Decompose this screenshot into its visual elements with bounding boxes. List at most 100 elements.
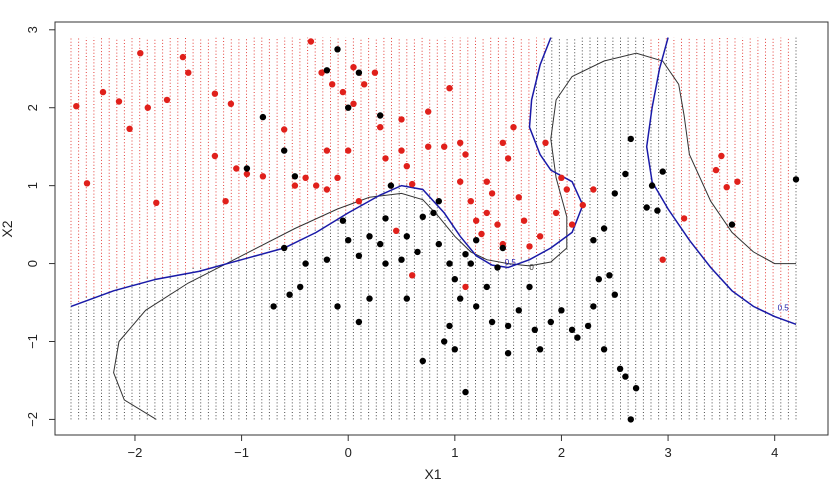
data-point-black [302,260,309,267]
data-point-black [355,69,363,76]
data-point-black [616,365,624,372]
data-point-red [409,180,416,188]
data-point-black [595,276,602,283]
data-points [73,38,800,423]
data-point-red [393,227,400,234]
data-point-red [590,186,597,193]
data-point-black [606,272,613,279]
data-point-red [259,173,267,180]
data-point-black [526,283,533,291]
data-point-red [323,186,331,193]
data-point-red [185,69,192,76]
data-point-red [398,147,405,154]
data-point-black [558,307,565,314]
contour-lines: 0.5 0 0.5 [70,37,797,420]
data-point-red [318,69,325,76]
data-point-black [462,388,469,396]
data-point-red [243,170,251,178]
data-point-red [355,198,363,205]
data-point-red [425,108,432,115]
data-point-red [323,147,331,154]
data-point-red [382,155,389,162]
y-axis: −2 −1 0 1 2 3 [25,26,56,427]
x-tick-label: 3 [664,445,671,460]
data-point-red [115,98,123,105]
data-point-red [403,163,410,170]
y-tick-label: −1 [25,334,40,349]
data-point-black [728,221,736,228]
data-point-black [355,252,363,259]
data-point-red [552,209,560,217]
data-point-red [163,96,171,104]
data-point-red [462,151,469,158]
data-point-black [281,244,288,252]
data-point-black [499,244,506,252]
data-point-black [462,251,469,258]
data-point-red [350,63,357,71]
data-point-black [435,240,442,248]
data-point-red [350,100,357,108]
data-point-red [137,50,144,57]
x-tick-label: 2 [558,445,565,460]
data-point-black [590,237,597,244]
data-point-red [345,147,352,154]
data-point-red [302,174,309,181]
data-point-black [430,209,437,217]
decision-grid [70,37,797,420]
data-point-black [467,260,474,267]
data-point-red [680,215,688,222]
contour-label: 0.5 [505,258,517,267]
x-tick-label: 4 [771,445,778,460]
x-axis-title: X1 [424,466,441,482]
data-point-red [425,143,432,150]
data-point-black [419,213,426,220]
data-point-red [462,283,469,291]
data-point-red [144,104,151,111]
data-point-black [622,373,629,380]
data-point-red [457,178,464,185]
data-point-red [467,198,474,205]
data-point-black [334,46,341,53]
data-point-black [643,204,650,211]
data-point-red [227,100,235,108]
contour-label: 0 [529,263,534,272]
y-tick-label: 3 [25,26,40,33]
data-point-red [483,209,490,217]
data-point-red [441,143,448,150]
data-point-red [83,180,91,187]
x-axis: −2 −1 0 1 2 3 4 [128,434,778,460]
data-point-red [211,90,219,97]
data-point-red [457,139,464,146]
data-point-black [632,385,640,392]
data-point-black [334,303,341,310]
data-point-black [377,112,384,119]
data-point-black [451,276,458,283]
data-point-red [307,38,315,45]
data-point-black [323,67,331,74]
data-point-black [611,190,618,197]
x-tick-label: −1 [234,445,249,460]
data-point-black [366,233,373,240]
data-point-red [558,174,565,181]
data-point-black [281,147,288,154]
data-point-red [488,190,496,197]
data-point-black [547,318,554,326]
data-point-black [473,237,480,244]
data-point-red [281,126,288,133]
data-point-black [648,182,656,189]
data-point-black [451,346,458,353]
data-point-black [382,215,389,222]
data-point-black [419,357,426,365]
data-point-red [371,69,379,76]
contour-line [113,52,796,420]
data-point-red [723,184,730,191]
data-point-black [574,334,581,341]
data-point-red [179,53,187,61]
data-point-red [73,103,80,110]
contour-label: 0.5 [778,303,790,312]
data-point-red [659,256,666,263]
data-point-black [414,248,421,256]
data-point-black [627,416,634,423]
x-tick-label: −2 [128,445,143,460]
